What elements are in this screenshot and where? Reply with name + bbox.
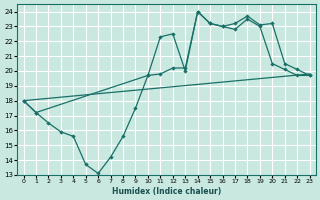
X-axis label: Humidex (Indice chaleur): Humidex (Indice chaleur) [112,187,221,196]
